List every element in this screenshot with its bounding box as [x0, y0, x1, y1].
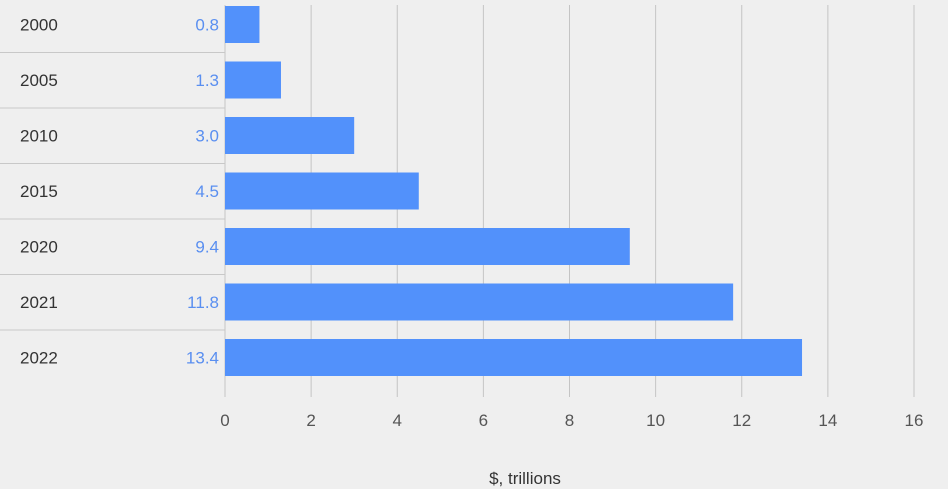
value-label: 3.0 [195, 127, 219, 146]
gridlines [224, 5, 915, 397]
x-tick-labels: 0 2 4 6 8 10 12 14 16 [220, 411, 923, 430]
value-label: 13.4 [186, 349, 219, 368]
value-label: 0.8 [195, 16, 219, 35]
bar-2000 [225, 6, 260, 43]
value-labels: 0.8 1.3 3.0 4.5 9.4 11.8 13.4 [186, 16, 219, 368]
bar-2010 [225, 117, 355, 154]
value-label: 9.4 [195, 238, 219, 257]
x-tick-label: 6 [479, 411, 488, 430]
x-tick-label: 0 [220, 411, 229, 430]
bar-2015 [225, 172, 419, 210]
x-axis-title: $, trillions [489, 469, 561, 488]
category-label: 2000 [20, 16, 58, 35]
category-label: 2010 [20, 127, 58, 146]
x-tick-label: 10 [646, 411, 665, 430]
category-label: 2015 [20, 182, 58, 201]
x-tick-label: 8 [565, 411, 574, 430]
x-tick-label: 12 [732, 411, 751, 430]
category-label: 2021 [20, 293, 58, 312]
x-tick-label: 14 [818, 411, 837, 430]
x-tick-label: 4 [393, 411, 402, 430]
bar-2005 [225, 61, 281, 99]
x-tick-label: 16 [905, 411, 924, 430]
value-label: 11.8 [187, 293, 219, 312]
value-label: 4.5 [195, 182, 219, 201]
bar-2021 [225, 283, 734, 321]
x-tick-label: 2 [306, 411, 315, 430]
bars [225, 6, 803, 376]
category-label: 2020 [20, 238, 58, 257]
category-label: 2022 [20, 349, 58, 368]
bar-2022 [225, 339, 803, 376]
bar-2020 [225, 228, 630, 265]
value-label: 1.3 [195, 71, 219, 90]
category-labels: 2000 2005 2010 2015 2020 2021 2022 [20, 16, 58, 368]
category-label: 2005 [20, 71, 58, 90]
row-separators [0, 52, 225, 331]
